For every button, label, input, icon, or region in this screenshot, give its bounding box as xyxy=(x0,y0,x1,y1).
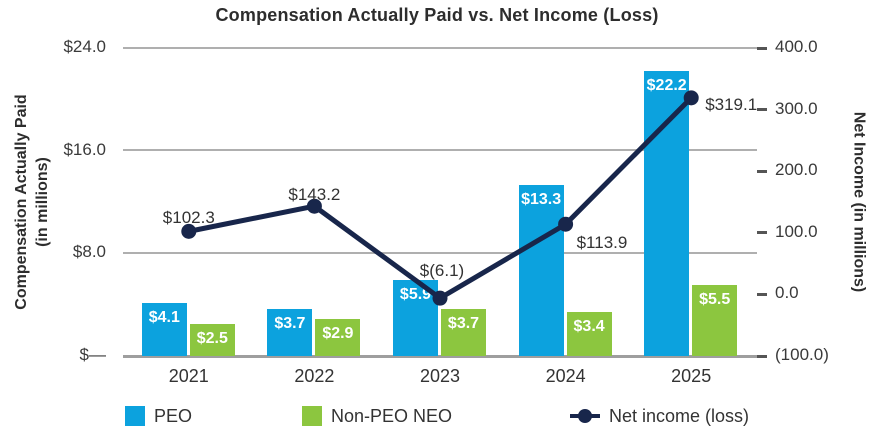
right-tick-mark xyxy=(757,354,767,358)
legend-swatch-icon xyxy=(302,406,322,426)
bar-value-label: $5.9 xyxy=(399,286,432,304)
right-tick-mark xyxy=(757,46,767,50)
bar-non-peo-neo-2021: $2.5 xyxy=(189,323,235,356)
x-axis-label-2021: 2021 xyxy=(168,366,209,386)
legend-item-net-income-loss-: Net income (loss) xyxy=(570,405,749,427)
x-axis-label-2024: 2024 xyxy=(545,366,586,386)
net-income-value-label-2021: $102.3 xyxy=(162,208,215,228)
bar-non-peo-neo-2025: $5.5 xyxy=(692,285,738,356)
legend-label: PEO xyxy=(154,405,193,426)
bar-value-label: $13.3 xyxy=(521,191,562,209)
right-axis-tick-label: 100.0 xyxy=(775,221,818,241)
net-income-value-label-2025: $319.1 xyxy=(705,94,758,114)
x-axis-label-2025: 2025 xyxy=(671,366,712,386)
bar-non-peo-neo-2024: $3.4 xyxy=(566,312,612,356)
right-axis-tick-label: 300.0 xyxy=(775,98,818,118)
legend-label: Non-PEO NEO xyxy=(331,405,453,426)
bar-peo-2021: $4.1 xyxy=(141,303,187,356)
net-income-value-label-2024: $113.9 xyxy=(576,233,628,253)
bar-value-label: $4.1 xyxy=(148,309,180,327)
bar-value-label: $22.2 xyxy=(646,77,687,95)
bar-value-label: $3.7 xyxy=(274,314,306,332)
legend-item-peo: PEO xyxy=(125,405,192,427)
bar-value-label: $3.7 xyxy=(447,314,480,332)
left-axis-tick-label: $— xyxy=(79,345,106,364)
right-tick-mark xyxy=(757,292,767,296)
legend-label: Net income (loss) xyxy=(609,405,750,426)
right-axis-tick-label: (100.0) xyxy=(775,345,829,364)
gridline xyxy=(123,354,757,358)
bar-value-label: $2.9 xyxy=(322,324,354,342)
bar-peo-2025: $22.2 xyxy=(644,71,690,356)
legend-line-dot xyxy=(578,409,592,423)
right-tick-mark xyxy=(757,108,767,112)
right-tick-mark xyxy=(757,169,767,173)
chart-title: Compensation Actually Paid vs. Net Incom… xyxy=(215,5,659,25)
left-axis-tick-label: $16.0 xyxy=(63,139,106,159)
bar-value-label: $5.5 xyxy=(699,291,731,309)
gridline xyxy=(123,46,757,49)
legend-line-dot-marker-icon xyxy=(570,409,600,423)
bar-peo-2024: $13.3 xyxy=(518,185,564,356)
right-axis-tick-label: 0.0 xyxy=(775,283,799,303)
x-axis-label-2023: 2023 xyxy=(419,366,461,386)
legend-item-non-peo-neo: Non-PEO NEO xyxy=(302,405,452,427)
bar-value-label: $3.4 xyxy=(573,318,605,336)
right-tick-mark xyxy=(757,231,767,235)
bar-value-label: $2.5 xyxy=(196,329,228,347)
left-axis-tick-label: $24.0 xyxy=(63,37,106,56)
bar-peo-2023: $5.9 xyxy=(393,280,438,356)
net-income-value-label-2022: $143.2 xyxy=(288,185,341,205)
legend-swatch-icon xyxy=(125,406,145,426)
right-axis-tick-label: 200.0 xyxy=(775,160,818,180)
x-axis-label-2022: 2022 xyxy=(294,366,335,386)
bar-non-peo-neo-2022: $2.9 xyxy=(315,318,361,356)
bar-peo-2022: $3.7 xyxy=(267,308,313,356)
left-axis-tick-label: $8.0 xyxy=(72,242,106,262)
right-axis-tick-label: 400.0 xyxy=(775,37,818,56)
net-income-value-label-2023: $(6.1) xyxy=(419,261,465,281)
bar-non-peo-neo-2023: $3.7 xyxy=(441,308,486,356)
